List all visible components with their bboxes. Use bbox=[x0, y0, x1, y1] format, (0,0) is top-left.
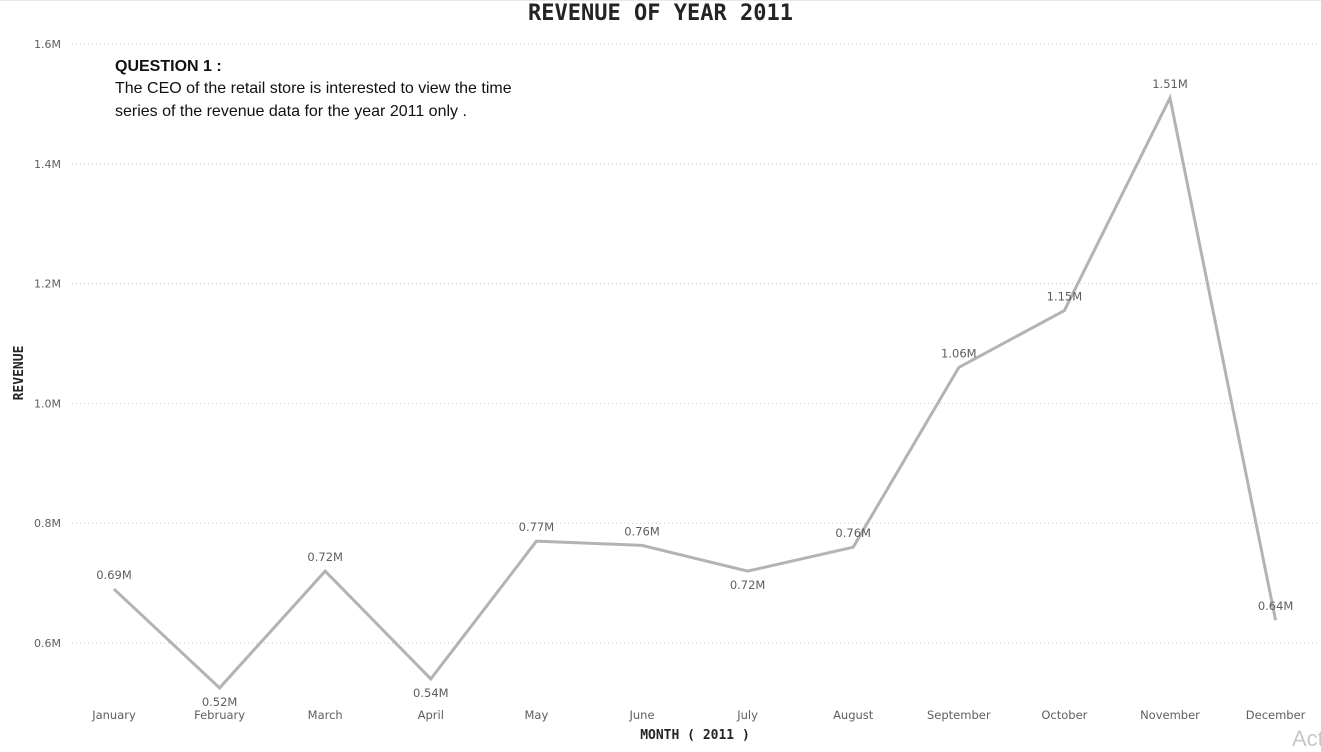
x-tick-label: June bbox=[628, 708, 654, 722]
x-tick-label: July bbox=[736, 708, 758, 722]
y-tick-label: 0.6M bbox=[34, 637, 61, 650]
data-label: 0.76M bbox=[624, 524, 660, 538]
data-label: 1.51M bbox=[1152, 77, 1188, 91]
y-tick-label: 1.0M bbox=[34, 397, 61, 410]
y-tick-label: 1.2M bbox=[34, 278, 61, 291]
x-tick-label: February bbox=[194, 708, 245, 722]
x-tick-label: August bbox=[833, 708, 874, 722]
data-label: 0.54M bbox=[413, 686, 449, 700]
data-label: 0.76M bbox=[835, 526, 871, 540]
x-tick-label: January bbox=[91, 708, 136, 722]
x-tick-label: October bbox=[1041, 708, 1087, 722]
data-label: 0.52M bbox=[202, 695, 238, 709]
data-label: 0.77M bbox=[519, 520, 555, 534]
question-textbox: QUESTION 1 : The CEO of the retail store… bbox=[115, 57, 535, 123]
x-axis-title: MONTH ( 2011 ) bbox=[640, 728, 750, 743]
y-tick-label: 1.6M bbox=[34, 38, 61, 51]
x-tick-label: November bbox=[1140, 708, 1200, 722]
data-label: 0.72M bbox=[307, 550, 343, 564]
data-label: 0.64M bbox=[1258, 599, 1294, 613]
data-label: 0.72M bbox=[730, 578, 766, 592]
x-tick-label: April bbox=[418, 708, 444, 722]
y-axis-title: REVENUE bbox=[12, 346, 27, 401]
top-divider bbox=[0, 0, 1321, 1]
data-label: 1.15M bbox=[1047, 290, 1083, 304]
data-label: 0.69M bbox=[96, 568, 132, 582]
question-heading: QUESTION 1 : bbox=[115, 58, 222, 75]
chart-title: REVENUE OF YEAR 2011 bbox=[528, 1, 793, 26]
y-tick-label: 0.8M bbox=[34, 517, 61, 530]
data-label: 1.06M bbox=[941, 346, 977, 360]
revenue-series-line bbox=[112, 93, 1278, 691]
y-tick-label: 1.4M bbox=[34, 158, 61, 171]
x-tick-label: September bbox=[927, 708, 991, 722]
x-tick-label: May bbox=[525, 708, 549, 722]
x-tick-label: December bbox=[1246, 708, 1306, 722]
question-body: The CEO of the retail store is intereste… bbox=[115, 80, 512, 120]
x-tick-label: March bbox=[308, 708, 343, 722]
activation-watermark: Act bbox=[1292, 726, 1321, 751]
